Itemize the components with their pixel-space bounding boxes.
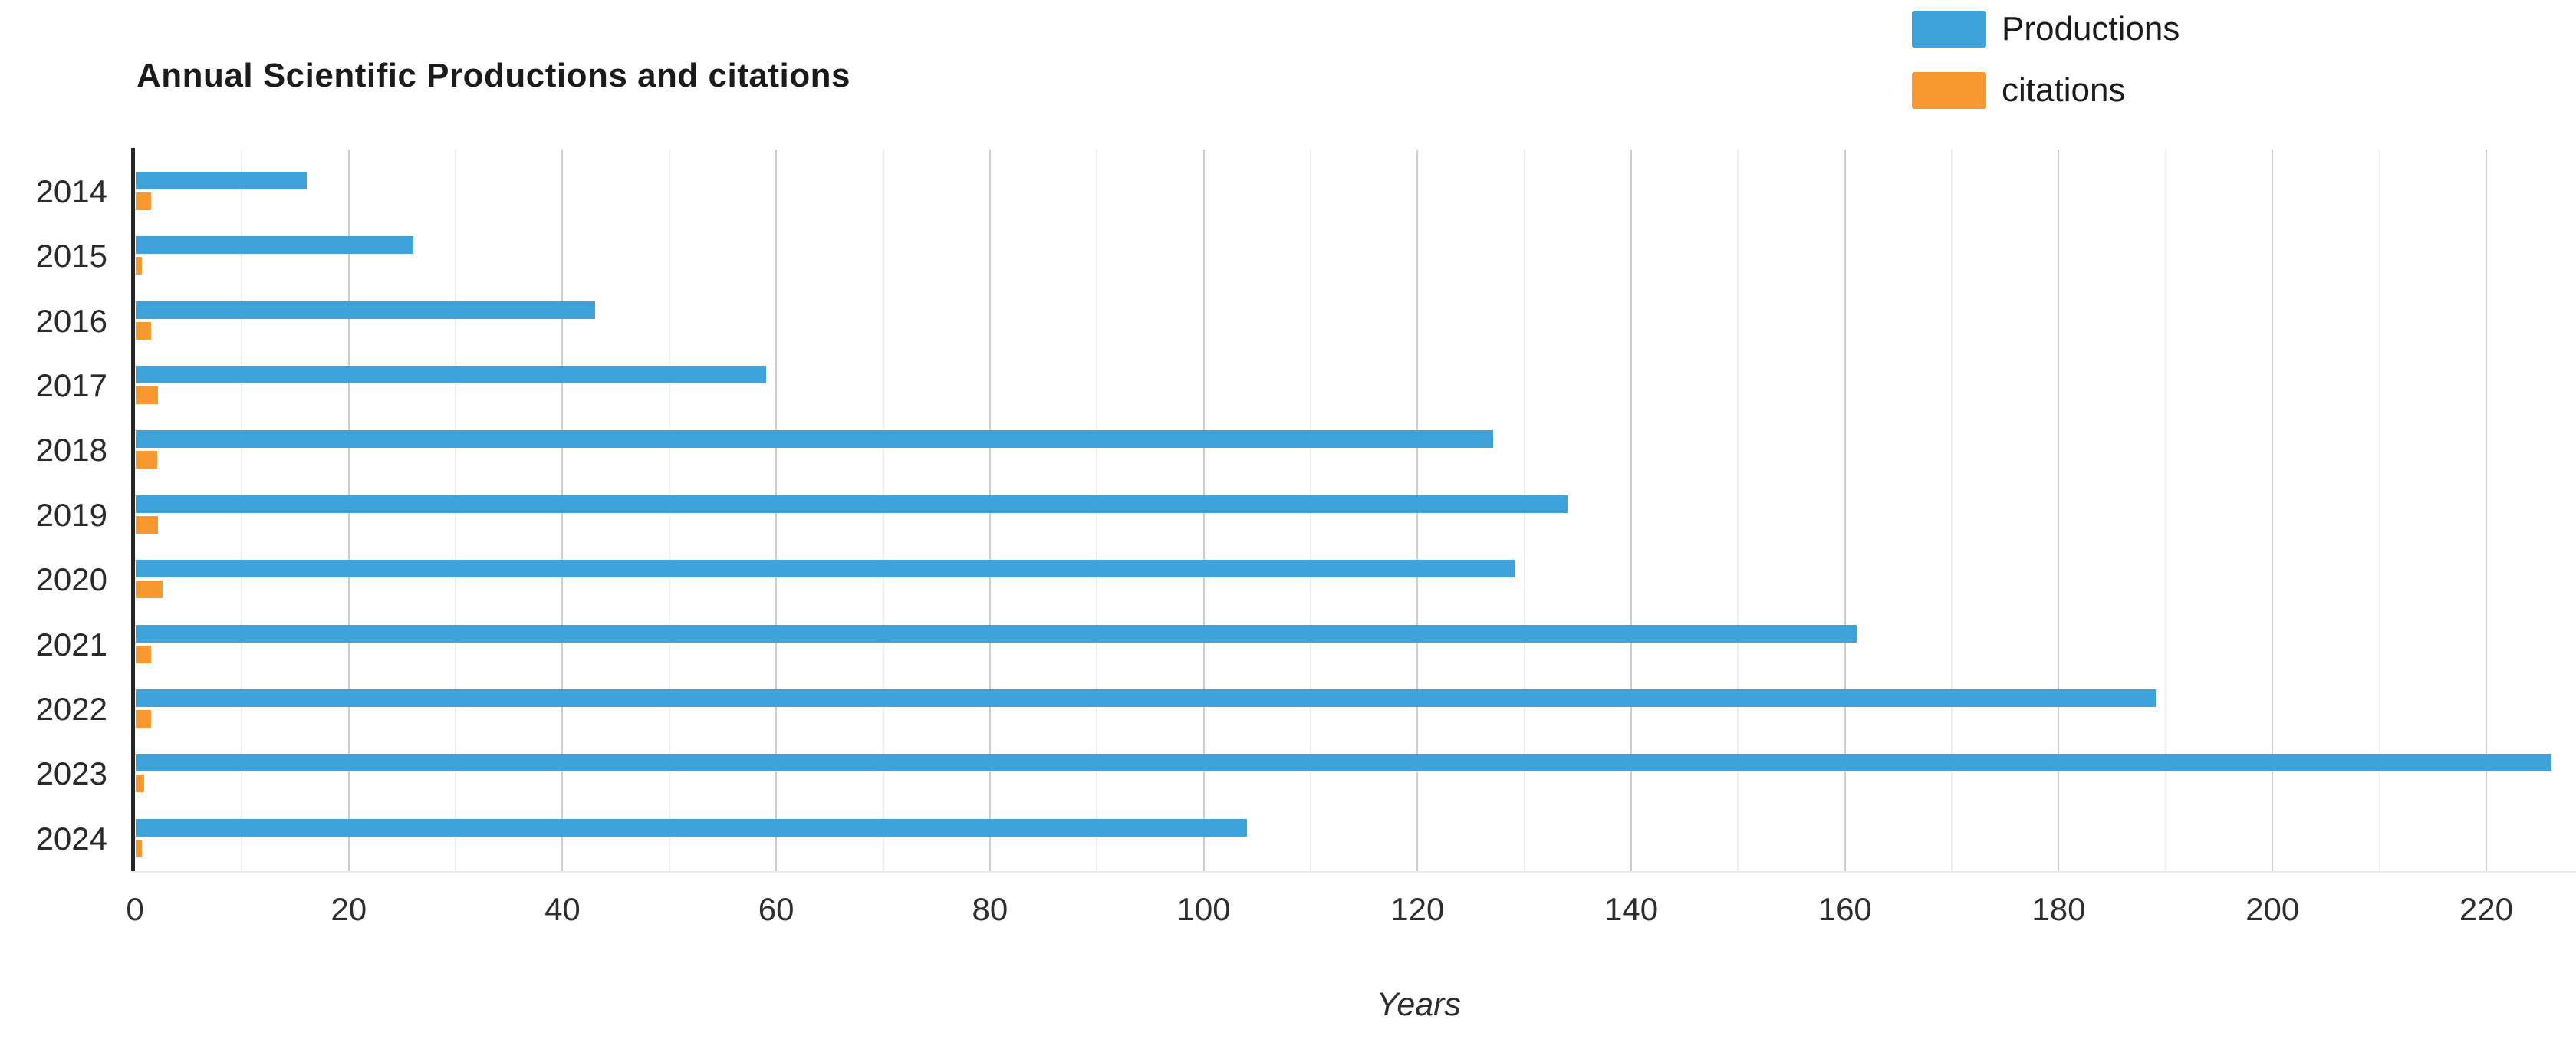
productions-bar-2019[interactable]	[136, 495, 1568, 513]
y-axis-label-2014: 2014	[35, 173, 107, 209]
major-gridline-160	[1844, 150, 1846, 872]
y-axis-label-2016: 2016	[35, 302, 107, 339]
y-axis-label-2024: 2024	[35, 820, 107, 857]
productions-bar-2021[interactable]	[136, 624, 1857, 643]
citations-bar-2016[interactable]	[136, 321, 151, 340]
x-axis-baseline	[131, 871, 2576, 873]
legend-label-productions: Productions	[2002, 10, 2180, 48]
legend-swatch-citations	[1912, 72, 1986, 109]
citations-bar-2024[interactable]	[136, 839, 143, 857]
citations-bar-2019[interactable]	[136, 515, 159, 534]
y-axis-label-2023: 2023	[35, 755, 107, 792]
citations-bar-2020[interactable]	[136, 581, 163, 599]
y-axis-label-2019: 2019	[35, 496, 107, 533]
x-tick-label-200: 200	[2245, 891, 2300, 927]
major-gridline-140	[1630, 150, 1633, 872]
chart-title: Annual Scientific Productions and citati…	[137, 57, 850, 94]
y-axis-label-2022: 2022	[35, 690, 107, 727]
minor-gridline-150	[1737, 150, 1739, 872]
minor-gridline-170	[1951, 150, 1953, 872]
x-tick-label-220: 220	[2459, 891, 2513, 927]
citations-bar-2017[interactable]	[136, 386, 159, 405]
x-axis-title: Years	[1377, 986, 1461, 1023]
major-gridline-180	[2058, 150, 2060, 872]
productions-bar-2018[interactable]	[136, 430, 1493, 449]
productions-bar-2014[interactable]	[136, 172, 307, 189]
productions-bar-2016[interactable]	[136, 301, 596, 319]
major-gridline-200	[2272, 150, 2274, 872]
productions-bar-2020[interactable]	[136, 560, 1515, 578]
minor-gridline-210	[2378, 150, 2380, 872]
productions-bar-2024[interactable]	[136, 818, 1248, 837]
citations-bar-2022[interactable]	[136, 709, 151, 728]
legend-label-citations: citations	[2002, 71, 2126, 109]
productions-bar-2022[interactable]	[136, 689, 2156, 707]
x-tick-label-100: 100	[1176, 891, 1231, 927]
legend-swatch-productions	[1912, 11, 1986, 48]
x-tick-label-180: 180	[2032, 891, 2086, 927]
x-tick-label-160: 160	[1818, 891, 1872, 927]
x-tick-label-120: 120	[1390, 891, 1445, 927]
citations-bar-2023[interactable]	[136, 775, 145, 793]
x-tick-label-20: 20	[331, 891, 367, 927]
legend: Productions citations	[1912, 0, 2571, 123]
y-axis-label-2015: 2015	[35, 238, 107, 275]
productions-bar-2015[interactable]	[136, 236, 414, 255]
productions-bar-2023[interactable]	[136, 754, 2551, 772]
citations-bar-2021[interactable]	[136, 645, 151, 663]
citations-bar-2018[interactable]	[136, 451, 157, 469]
y-axis-label-2021: 2021	[35, 626, 107, 663]
minor-gridline-190	[2164, 150, 2166, 872]
x-tick-label-60: 60	[758, 891, 795, 927]
y-axis-line	[131, 148, 135, 872]
x-tick-label-40: 40	[544, 891, 581, 927]
y-axis-label-2018: 2018	[35, 432, 107, 469]
y-axis-label-2017: 2017	[35, 367, 107, 404]
citations-bar-2014[interactable]	[136, 192, 151, 210]
y-axis-label-2020: 2020	[35, 561, 107, 598]
x-tick-label-0: 0	[126, 891, 144, 927]
x-tick-label-140: 140	[1604, 891, 1659, 927]
citations-bar-2015[interactable]	[136, 257, 143, 275]
major-gridline-220	[2485, 150, 2487, 872]
productions-bar-2017[interactable]	[136, 366, 767, 384]
x-tick-label-80: 80	[972, 891, 1008, 927]
